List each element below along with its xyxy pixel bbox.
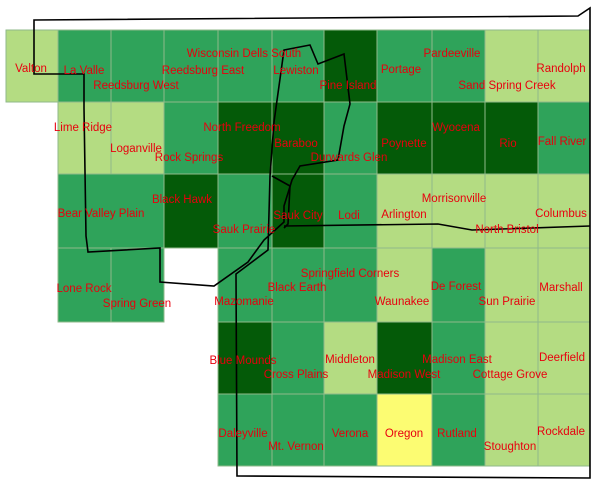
quad-tile-blue-mounds[interactable] bbox=[217, 321, 273, 395]
label-rock-springs[interactable]: Rock Springs bbox=[154, 152, 224, 164]
label-north-bristol[interactable]: North Bristol bbox=[475, 224, 539, 236]
label-mazomanie[interactable]: Mazomanie bbox=[214, 296, 274, 308]
quad-tile-sauk-city[interactable] bbox=[271, 173, 325, 249]
county-boundaries bbox=[33, 6, 591, 479]
label-reedsburg-east[interactable]: Reedsburg East bbox=[161, 65, 245, 77]
quad-tile-arlington[interactable] bbox=[376, 173, 433, 249]
quad-tile-lone-rock[interactable] bbox=[57, 247, 112, 323]
label-sand-spring-creek[interactable]: Sand Spring Creek bbox=[458, 80, 556, 92]
quad-tile-cottage-grove[interactable] bbox=[484, 321, 539, 395]
label-baraboo[interactable]: Baraboo bbox=[274, 138, 318, 150]
dane-county-north-line bbox=[283, 223, 591, 231]
label-middleton[interactable]: Middleton bbox=[325, 354, 375, 366]
quad-tile-verona[interactable] bbox=[323, 393, 378, 467]
quad-tile-lewiston[interactable] bbox=[271, 29, 325, 103]
label-lodi[interactable]: Lodi bbox=[338, 210, 360, 222]
tile-group bbox=[5, 29, 591, 467]
quad-tile-north-bristol[interactable] bbox=[484, 173, 539, 249]
label-waunakee[interactable]: Waunakee bbox=[374, 296, 430, 308]
label-deerfield[interactable]: Deerfield bbox=[538, 352, 586, 364]
label-north-freedom[interactable]: North Freedom bbox=[203, 122, 281, 134]
quad-tile-baraboo[interactable] bbox=[271, 101, 325, 175]
label-marshall[interactable]: Marshall bbox=[539, 282, 583, 294]
label-pine-island[interactable]: Pine Island bbox=[319, 80, 377, 92]
county-outline bbox=[33, 6, 591, 479]
label-verona[interactable]: Verona bbox=[331, 428, 369, 440]
quad-tile-bear-valley-plain[interactable] bbox=[57, 173, 165, 249]
quad-tile-fall-river[interactable] bbox=[537, 101, 591, 175]
label-rockdale[interactable]: Rockdale bbox=[537, 426, 585, 438]
quad-tile-valton[interactable] bbox=[5, 29, 59, 103]
label-sauk-city[interactable]: Sauk City bbox=[273, 210, 323, 222]
label-spring-green[interactable]: Spring Green bbox=[102, 298, 172, 310]
label-springfield-corners[interactable]: Springfield Corners bbox=[300, 268, 400, 280]
label-fall-river[interactable]: Fall River bbox=[537, 136, 587, 148]
label-oregon[interactable]: Oregon bbox=[384, 428, 424, 440]
label-rio[interactable]: Rio bbox=[499, 138, 517, 150]
quad-tile-daleyville[interactable] bbox=[217, 393, 273, 467]
label-la-valle[interactable]: La Valle bbox=[63, 65, 105, 77]
label-reedsburg-west[interactable]: Reedsburg West bbox=[93, 80, 179, 92]
label-daleyville[interactable]: Daleyville bbox=[218, 428, 268, 440]
label-de-forest[interactable]: De Forest bbox=[430, 281, 482, 293]
label-pardeeville[interactable]: Pardeeville bbox=[423, 48, 481, 60]
label-black-hawk[interactable]: Black Hawk bbox=[151, 194, 213, 206]
quad-tile-north-freedom[interactable] bbox=[217, 101, 273, 175]
quad-tile-mt-vernon[interactable] bbox=[271, 393, 325, 467]
quad-tile-de-forest[interactable] bbox=[431, 247, 486, 323]
label-arlington[interactable]: Arlington bbox=[381, 209, 427, 221]
label-lime-ridge[interactable]: Lime Ridge bbox=[53, 122, 113, 134]
label-black-earth[interactable]: Black Earth bbox=[267, 282, 327, 294]
label-wisconsin-dells-south[interactable]: Wisconsin Dells South bbox=[186, 48, 302, 60]
quad-tile-marshall[interactable] bbox=[537, 247, 591, 323]
quad-tile-loganville[interactable] bbox=[110, 101, 165, 175]
label-columbus[interactable]: Columbus bbox=[535, 208, 587, 220]
quad-tile-spring-green[interactable] bbox=[110, 247, 165, 323]
label-sauk-prairie[interactable]: Sauk Prairie bbox=[212, 224, 276, 236]
quad-tile-portage[interactable] bbox=[376, 29, 433, 103]
label-lone-rock[interactable]: Lone Rock bbox=[56, 283, 112, 295]
label-wyocena[interactable]: Wyocena bbox=[432, 122, 480, 134]
label-cottage-grove[interactable]: Cottage Grove bbox=[472, 369, 548, 381]
quad-tile-morrisonville[interactable] bbox=[431, 173, 486, 249]
quad-tile-reedsburg-west[interactable] bbox=[110, 29, 165, 103]
label-portage[interactable]: Portage bbox=[380, 64, 422, 76]
label-durwards-glen[interactable]: Durwards Glen bbox=[310, 152, 388, 164]
quad-tile-waunakee[interactable] bbox=[376, 247, 433, 323]
quad-tile-sun-prairie[interactable] bbox=[484, 247, 539, 323]
quad-tile-rutland[interactable] bbox=[431, 393, 486, 467]
quad-tile-reedsburg-east[interactable] bbox=[163, 29, 219, 103]
label-blue-mounds[interactable]: Blue Mounds bbox=[209, 355, 277, 367]
label-valton[interactable]: Valton bbox=[15, 63, 47, 75]
quad-tile-poynette[interactable] bbox=[376, 101, 433, 175]
label-madison-east[interactable]: Madison East bbox=[422, 354, 492, 366]
quad-tile-madison-west[interactable] bbox=[376, 321, 433, 395]
label-stoughton[interactable]: Stoughton bbox=[483, 441, 537, 453]
label-mt-vernon[interactable]: Mt. Vernon bbox=[268, 441, 324, 453]
quad-tile-deerfield[interactable] bbox=[537, 321, 591, 395]
quad-tile-durwards-glen[interactable] bbox=[323, 101, 378, 175]
quad-tile-middleton[interactable] bbox=[323, 321, 378, 395]
label-randolph[interactable]: Randolph bbox=[536, 63, 586, 75]
label-loganville[interactable]: Loganville bbox=[110, 143, 162, 155]
quad-tile-springfield-corners[interactable] bbox=[323, 247, 378, 323]
quad-tile-wyocena[interactable] bbox=[431, 101, 486, 175]
label-poynette[interactable]: Poynette bbox=[381, 138, 427, 150]
label-lewiston[interactable]: Lewiston bbox=[273, 65, 319, 77]
label-morrisonville[interactable]: Morrisonville bbox=[421, 193, 487, 205]
quad-tile-sand-spring-creek[interactable] bbox=[484, 29, 539, 103]
quad-tile-wisconsin-dells-south[interactable] bbox=[217, 29, 273, 103]
label-bear-valley-plain[interactable]: Bear Valley Plain bbox=[57, 208, 145, 220]
quad-tile-rockdale[interactable] bbox=[537, 393, 591, 467]
quad-tile-oregon[interactable] bbox=[376, 393, 433, 467]
quad-tile-rio[interactable] bbox=[484, 101, 539, 175]
label-sun-prairie[interactable]: Sun Prairie bbox=[478, 296, 536, 308]
label-madison-west[interactable]: Madison West bbox=[367, 369, 441, 381]
quad-tile-rock-springs[interactable] bbox=[163, 101, 219, 175]
label-cross-plains[interactable]: Cross Plains bbox=[263, 369, 329, 381]
label-rutland[interactable]: Rutland bbox=[437, 428, 477, 440]
